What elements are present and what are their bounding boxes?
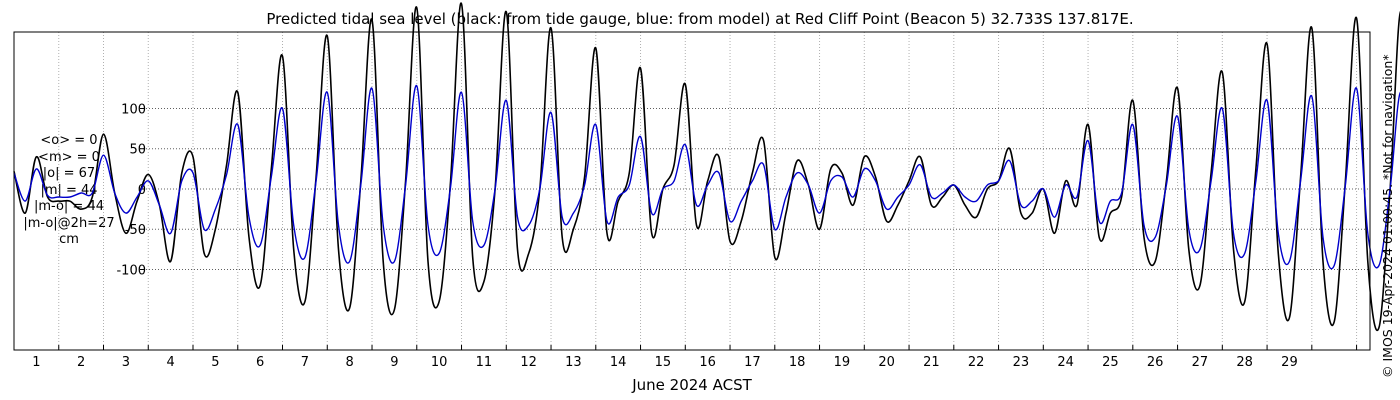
- grid: [58, 32, 1370, 350]
- x-tick-label: 18: [789, 355, 806, 370]
- x-tick-label: 17: [744, 355, 761, 370]
- x-tick-label: 26: [1147, 355, 1164, 370]
- y-tick-label: 100: [121, 102, 146, 117]
- x-tick-label: 16: [699, 355, 716, 370]
- x-tick-label: 27: [1192, 355, 1209, 370]
- x-tick-label: 8: [346, 355, 354, 370]
- x-tick-label: 20: [878, 355, 895, 370]
- x-tick-label: 15: [655, 355, 672, 370]
- x-tick-label: 5: [211, 355, 219, 370]
- x-tick-label: 13: [565, 355, 582, 370]
- x-tick-label: 14: [610, 355, 627, 370]
- x-tick-label: 21: [923, 355, 940, 370]
- x-tick-label: 4: [166, 355, 174, 370]
- x-tick-label: 12: [520, 355, 537, 370]
- x-tick-label: 9: [390, 355, 398, 370]
- stat-abs-diff-2h: |m-o|@2h=27: [23, 215, 115, 231]
- stat-mean-model: <m> = 0: [38, 149, 100, 165]
- x-tick-label: 1: [32, 355, 40, 370]
- x-tick-label: 6: [256, 355, 264, 370]
- x-tick-label: 23: [1013, 355, 1030, 370]
- stat-abs-obs: |o| = 67: [42, 166, 96, 181]
- series-line-gauge: [13, 2, 1400, 331]
- x-tick-label: 24: [1057, 355, 1074, 370]
- plot-frame: [13, 31, 1371, 351]
- x-tick-label: 28: [1236, 355, 1253, 370]
- series-line-model: [13, 85, 1400, 270]
- x-tick-label: 22: [968, 355, 985, 370]
- y-tick-label: 50: [129, 143, 146, 158]
- x-tick-label: 10: [431, 355, 448, 370]
- x-axis-ticks: 1 2 3 4 5 6 7 8 9 10 11 12 13 14 15 16 17 18 19 20 21 22 23 24 2…: [32, 345, 1358, 370]
- x-tick-label: 19: [834, 355, 851, 370]
- x-tick-label: 2: [77, 355, 85, 370]
- stat-mean-obs: <o> = 0: [40, 133, 98, 148]
- x-tick-label: 3: [122, 355, 130, 370]
- x-tick-label: 7: [301, 355, 309, 370]
- stats-panel: <o> = 0 <m> = 0 |o| = 67 |m| = 44 |m-o| …: [14, 133, 124, 249]
- x-tick-label: 25: [1102, 355, 1119, 370]
- y-tick-label: -100: [116, 263, 146, 278]
- x-tick-label: 29: [1281, 355, 1298, 370]
- series-lines: [13, 2, 1400, 331]
- x-axis-label: June 2024 ACST: [632, 376, 752, 394]
- chart-title: Predicted tidal sea level (black: from t…: [266, 10, 1134, 28]
- stat-abs-diff: |m-o| = 44: [33, 199, 104, 214]
- y-tick-label: 0: [138, 183, 146, 198]
- copyright-note: © IMOS 19-Apr-2024 01:00:45. *Not for na…: [1380, 54, 1395, 378]
- stat-unit: cm: [59, 232, 79, 247]
- x-tick-label: 11: [476, 355, 493, 370]
